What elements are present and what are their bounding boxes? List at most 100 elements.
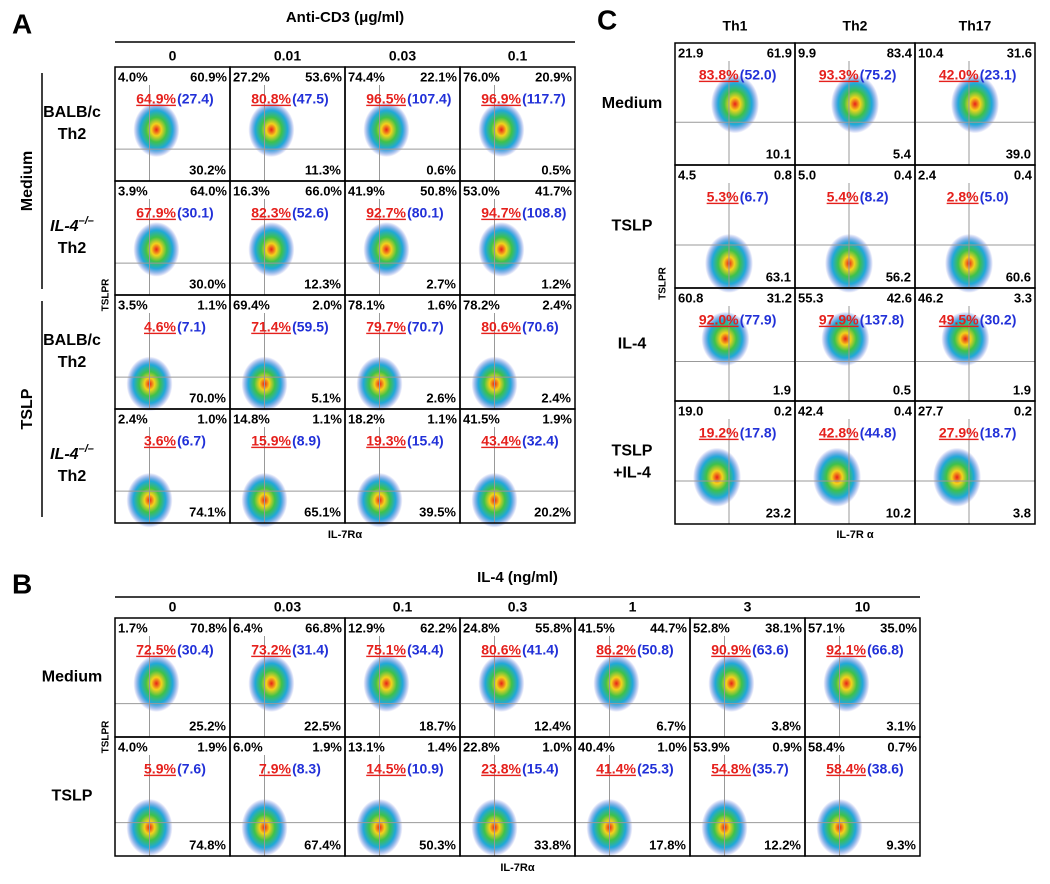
quadrant-bottom-right: 65.1% [304,504,341,519]
mean-value: (52.6) [292,205,329,221]
quadrant-bottom-right: 30.0% [189,276,226,291]
column-label: 10 [855,599,871,615]
positive-percent: 64.9% [136,91,176,107]
positive-percent: 4.6% [144,319,176,335]
positive-percent: 80.6% [481,642,521,658]
cell-density [478,654,525,713]
row-label: TSLP [612,218,653,235]
positive-percent: 83.8% [699,67,739,83]
positive-percent: 71.4% [251,319,291,335]
quadrant-top-right: 3.3 [1014,290,1032,305]
mean-value: (44.8) [860,425,897,441]
quadrant-top-right: 66.0% [305,183,342,198]
positive-percent: 23.8% [481,761,521,777]
cell-density [823,654,870,713]
row-label: TSLP [612,443,653,460]
quadrant-bottom-right: 12.2% [764,837,801,852]
quadrant-bottom-right: 70.0% [189,390,226,405]
quadrant-top-right: 1.6% [427,297,457,312]
quadrant-top-right: 1.9% [312,739,342,754]
quadrant-bottom-right: 1.9 [1013,382,1031,397]
column-label: Th2 [843,18,868,34]
mean-value: (8.3) [292,761,321,777]
positive-percent: 19.3% [366,433,406,449]
quadrant-bottom-right: 10.1 [766,146,791,161]
quadrant-top-right: 66.8% [305,620,342,635]
quadrant-bottom-right: 60.6 [1006,269,1031,284]
mean-value: (32.4) [522,433,559,449]
row-label-superscript: –/– [79,215,94,227]
row-label: Medium [602,95,662,112]
quadrant-bottom-right: 0.5 [893,382,911,397]
quadrant-bottom-right: 12.3% [304,276,341,291]
cell-density [693,447,741,507]
quadrant-top-right: 0.2 [774,403,792,418]
quadrant-top-left: 42.4 [798,403,824,418]
quadrant-bottom-right: 63.1 [766,269,791,284]
quadrant-top-right: 1.0% [197,411,227,426]
quadrant-bottom-right: 5.1% [311,390,341,405]
positive-percent: 96.5% [366,91,406,107]
quadrant-top-left: 40.4% [578,739,615,754]
cell-density [248,102,295,158]
cell-density [711,74,759,134]
positive-percent: 2.8% [947,189,979,205]
quadrant-bottom-right: 67.4% [304,837,341,852]
column-label: Th17 [959,18,992,34]
mean-value: (47.5) [292,91,329,107]
x-axis-label: IL-7Rα [500,862,535,874]
group-label: Medium [19,151,36,211]
mean-value: (5.0) [980,189,1009,205]
row-label: Th2 [58,354,87,371]
quadrant-top-left: 52.8% [693,620,730,635]
quadrant-top-right: 55.8% [535,620,572,635]
mean-value: (6.7) [177,433,206,449]
column-label: 1 [629,599,637,615]
mean-value: (10.9) [407,761,444,777]
quadrant-top-left: 41.5% [578,620,615,635]
quadrant-top-left: 16.3% [233,183,270,198]
panel-header: IL-4 (ng/ml) [477,569,558,586]
positive-percent: 93.3% [819,67,859,83]
panel-letter: B [12,568,32,599]
mean-value: (15.4) [522,761,559,777]
quadrant-top-left: 5.0 [798,167,816,182]
positive-percent: 80.8% [251,91,291,107]
quadrant-top-right: 0.4 [894,403,913,418]
quadrant-top-right: 1.1% [197,297,227,312]
row-label-superscript: –/– [79,443,94,455]
positive-percent: 5.9% [144,761,176,777]
quadrant-bottom-right: 18.7% [419,718,456,733]
quadrant-top-left: 46.2 [918,290,943,305]
mean-value: (31.4) [292,642,329,658]
quadrant-bottom-right: 0.6% [426,162,456,177]
quadrant-top-right: 1.0% [542,739,572,754]
quadrant-top-left: 3.9% [118,183,148,198]
quadrant-top-right: 2.4% [542,297,572,312]
quadrant-top-right: 0.7% [887,739,917,754]
positive-percent: 42.8% [819,425,859,441]
y-axis-label: TSLPR [658,266,669,300]
quadrant-bottom-right: 20.2% [534,504,571,519]
quadrant-top-right: 38.1% [765,620,802,635]
quadrant-bottom-right: 56.2 [886,269,911,284]
quadrant-bottom-right: 22.5% [304,718,341,733]
mean-value: (30.1) [177,205,214,221]
column-label: 0.01 [274,48,301,64]
mean-value: (6.7) [740,189,769,205]
mean-value: (137.8) [860,312,904,328]
positive-percent: 42.0% [939,67,979,83]
positive-percent: 82.3% [251,205,291,221]
positive-percent: 67.9% [136,205,176,221]
quadrant-top-right: 42.6 [887,290,912,305]
row-label: Medium [42,669,102,686]
positive-percent: 92.0% [699,312,739,328]
quadrant-bottom-right: 1.2% [541,276,571,291]
positive-percent: 90.9% [711,642,751,658]
column-label: 0.1 [393,599,413,615]
quadrant-top-left: 55.3 [798,290,823,305]
mean-value: (8.2) [860,189,889,205]
quadrant-bottom-right: 11.3% [305,162,342,177]
cell-density [708,654,755,713]
positive-percent: 92.1% [826,642,866,658]
